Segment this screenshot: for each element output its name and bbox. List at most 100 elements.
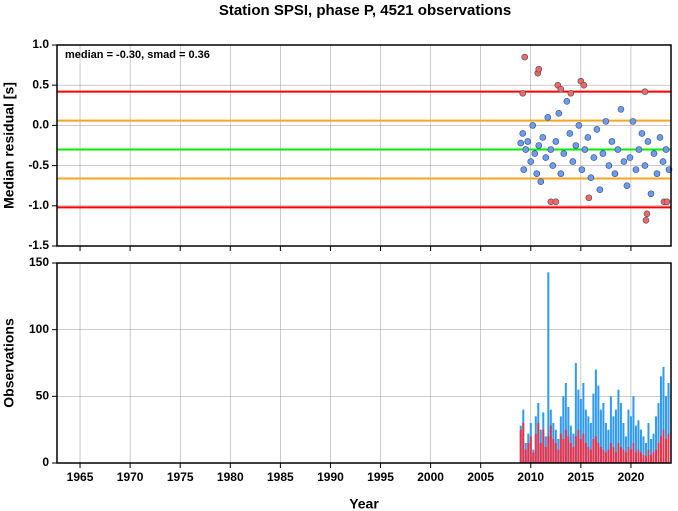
bar xyxy=(579,399,582,463)
x-tick-label: 1980 xyxy=(217,470,244,484)
data-point xyxy=(587,174,595,181)
bar xyxy=(594,369,597,463)
chart-title: Station SPSI, phase P, 4521 observations xyxy=(219,2,511,19)
bar xyxy=(599,409,602,463)
data-point xyxy=(642,216,650,224)
x-tick-label: 1995 xyxy=(367,470,394,484)
data-point xyxy=(569,158,577,165)
bar xyxy=(564,383,567,463)
bar xyxy=(639,452,642,463)
data-point xyxy=(644,138,652,145)
data-point xyxy=(520,166,528,173)
bar xyxy=(612,447,615,463)
bar xyxy=(574,436,577,463)
data-point xyxy=(529,122,537,129)
bar xyxy=(564,429,567,463)
bar xyxy=(562,396,565,463)
data-point xyxy=(557,170,565,177)
bar xyxy=(547,272,550,463)
bar xyxy=(639,429,642,463)
bar xyxy=(542,429,545,463)
bar xyxy=(619,403,622,463)
bar xyxy=(597,443,600,463)
bar xyxy=(547,436,550,463)
bar xyxy=(614,452,617,463)
bar xyxy=(632,396,635,463)
bar xyxy=(537,423,540,463)
data-point xyxy=(650,150,658,157)
bar xyxy=(642,455,645,463)
data-point xyxy=(602,118,610,125)
bar xyxy=(664,396,667,463)
data-point xyxy=(567,89,575,97)
bar xyxy=(557,449,560,463)
bar xyxy=(632,443,635,463)
bar xyxy=(622,423,625,463)
data-point xyxy=(620,158,628,165)
bar xyxy=(659,436,662,463)
bar xyxy=(534,433,537,463)
bar xyxy=(624,452,627,463)
bar xyxy=(619,447,622,463)
bar xyxy=(629,449,632,463)
bar xyxy=(587,447,590,463)
data-point xyxy=(519,130,527,137)
data-point xyxy=(549,162,557,169)
bar xyxy=(602,449,605,463)
bar xyxy=(524,449,527,463)
bar xyxy=(609,443,612,463)
bar xyxy=(539,443,542,463)
data-point xyxy=(662,146,670,153)
bar xyxy=(657,443,660,463)
bar xyxy=(562,439,565,463)
bar xyxy=(662,429,665,463)
bar xyxy=(657,403,660,463)
bar xyxy=(577,429,580,463)
bar xyxy=(662,367,665,463)
annotation: median = -0.30, smad = 0.36 xyxy=(65,49,210,61)
data-point xyxy=(632,166,640,173)
data-point xyxy=(626,154,634,161)
data-point xyxy=(531,150,539,157)
bar xyxy=(559,433,562,463)
data-point xyxy=(599,150,607,157)
x-tick-label: 1975 xyxy=(167,470,194,484)
data-point xyxy=(590,154,598,161)
data-point xyxy=(585,194,593,202)
x-tick-label: 2010 xyxy=(517,470,544,484)
bar xyxy=(592,439,595,463)
data-point xyxy=(533,170,541,177)
data-point xyxy=(547,146,555,153)
bar xyxy=(522,423,525,463)
bar xyxy=(589,423,592,463)
bar xyxy=(612,416,615,463)
data-point xyxy=(623,182,631,189)
plot-frame xyxy=(56,44,672,247)
x-tick-label: 1985 xyxy=(267,470,294,484)
y-axis-label: Observations xyxy=(1,318,17,408)
bar xyxy=(584,409,587,463)
bar xyxy=(532,452,535,463)
bar xyxy=(659,376,662,463)
bar xyxy=(592,393,595,463)
bar xyxy=(609,396,612,463)
bar xyxy=(664,439,667,463)
bar xyxy=(594,436,597,463)
data-point xyxy=(581,146,589,153)
bar xyxy=(649,439,652,463)
x-tick-label: 1965 xyxy=(67,470,94,484)
y-tick-label: 0.5 xyxy=(32,77,49,91)
bar xyxy=(589,449,592,463)
data-point xyxy=(614,146,622,153)
data-point xyxy=(608,138,616,145)
y-tick-label: 50 xyxy=(36,389,50,403)
data-point xyxy=(617,106,625,113)
x-axis-label: Year xyxy=(349,496,379,511)
plot-frame xyxy=(56,262,672,464)
data-point xyxy=(572,142,580,149)
bar xyxy=(637,449,640,463)
bar xyxy=(614,409,617,463)
data-point xyxy=(641,162,649,169)
bar xyxy=(569,443,572,463)
data-point xyxy=(563,97,571,105)
